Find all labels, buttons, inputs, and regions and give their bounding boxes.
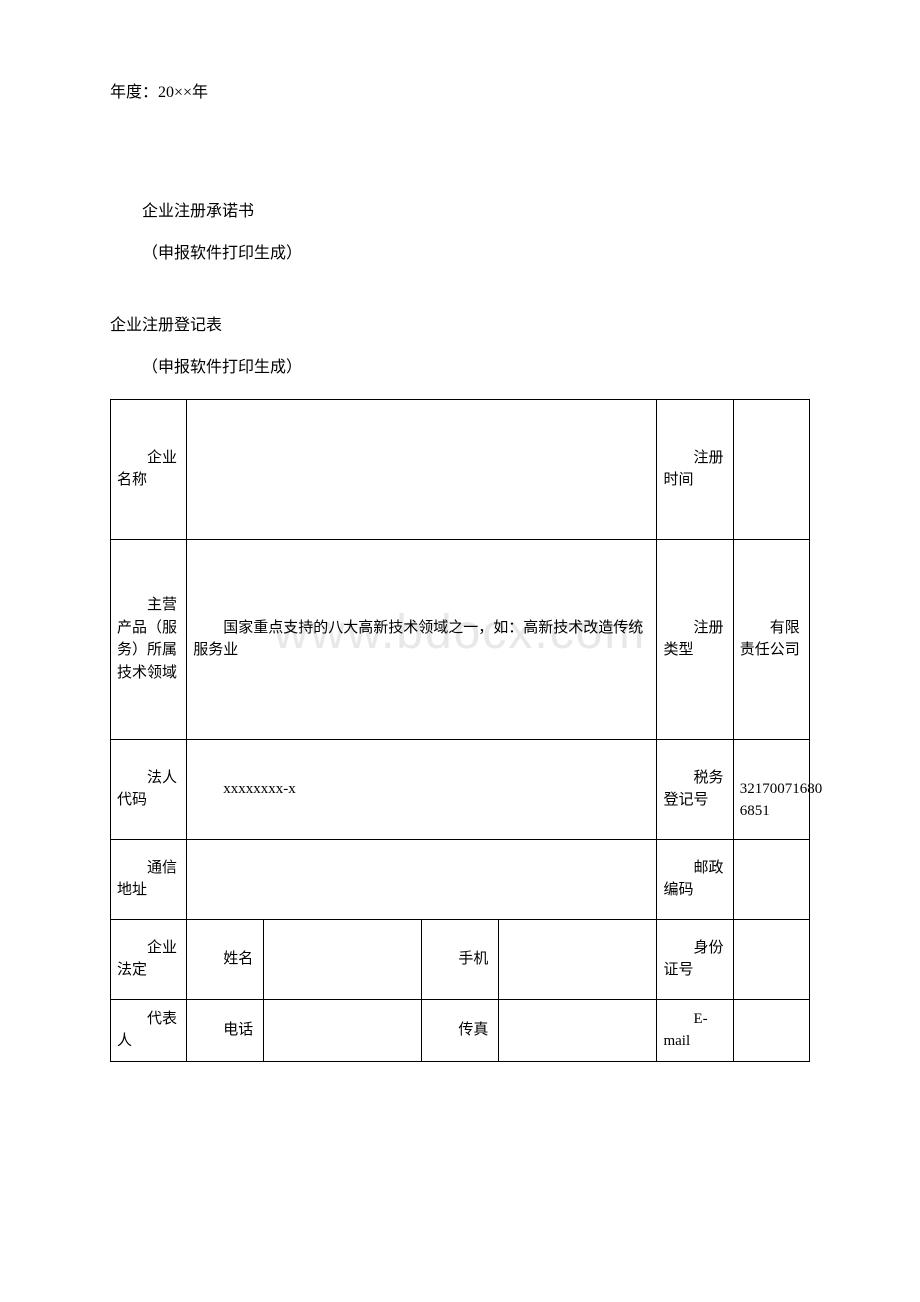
registration-table: 企业名称 注册时间 主营产品（服务）所属技术领域 国家重点支持的八大高新技术领域…	[110, 399, 810, 1062]
label-reg-time: 注册时间	[657, 399, 733, 539]
table-row: 通信地址 邮政编码	[111, 839, 810, 919]
value-name	[263, 919, 422, 999]
value-tax-reg: 32170071680 6851	[733, 739, 809, 839]
label-reg-type: 注册类型	[657, 539, 733, 739]
value-phone	[263, 999, 422, 1061]
table-row: 法人代码 xxxxxxxx-x 税务登记号 32170071680 6851	[111, 739, 810, 839]
label-email: E-mail	[657, 999, 733, 1061]
table-row: 代表人 电话 传真 E-mail	[111, 999, 810, 1061]
value-address	[187, 839, 657, 919]
section2-title: 企业注册登记表	[110, 310, 810, 342]
value-reg-time	[733, 399, 809, 539]
value-id-number	[733, 919, 809, 999]
value-postcode	[733, 839, 809, 919]
label-name: 姓名	[187, 919, 263, 999]
section1-subtitle: （申报软件打印生成）	[110, 238, 810, 270]
value-mobile	[498, 919, 657, 999]
table-row: 企业法定 姓名 手机 身份证号	[111, 919, 810, 999]
table-row: 企业名称 注册时间	[111, 399, 810, 539]
section2-subtitle: （申报软件打印生成）	[110, 352, 810, 384]
label-tax-reg: 税务登记号	[657, 739, 733, 839]
label-mobile: 手机	[422, 919, 498, 999]
label-company-name: 企业名称	[111, 399, 187, 539]
value-fax	[498, 999, 657, 1061]
label-id-number: 身份证号	[657, 919, 733, 999]
value-reg-type: 有限责任公司	[733, 539, 809, 739]
label-tech-field: 主营产品（服务）所属技术领域	[111, 539, 187, 739]
section1-title: 企业注册承诺书	[110, 196, 810, 228]
label-phone: 电话	[187, 999, 263, 1061]
value-email	[733, 999, 809, 1061]
year-label: 年度：20××年	[110, 80, 810, 106]
label-fax: 传真	[422, 999, 498, 1061]
value-tech-field: 国家重点支持的八大高新技术领域之一，如：高新技术改造传统服务业	[187, 539, 657, 739]
table-row: 主营产品（服务）所属技术领域 国家重点支持的八大高新技术领域之一，如：高新技术改…	[111, 539, 810, 739]
label-postcode: 邮政编码	[657, 839, 733, 919]
value-company-name	[187, 399, 657, 539]
value-legal-code: xxxxxxxx-x	[187, 739, 657, 839]
label-legal-rep-2: 代表人	[111, 999, 187, 1061]
label-address: 通信地址	[111, 839, 187, 919]
label-legal-rep-1: 企业法定	[111, 919, 187, 999]
label-legal-code: 法人代码	[111, 739, 187, 839]
